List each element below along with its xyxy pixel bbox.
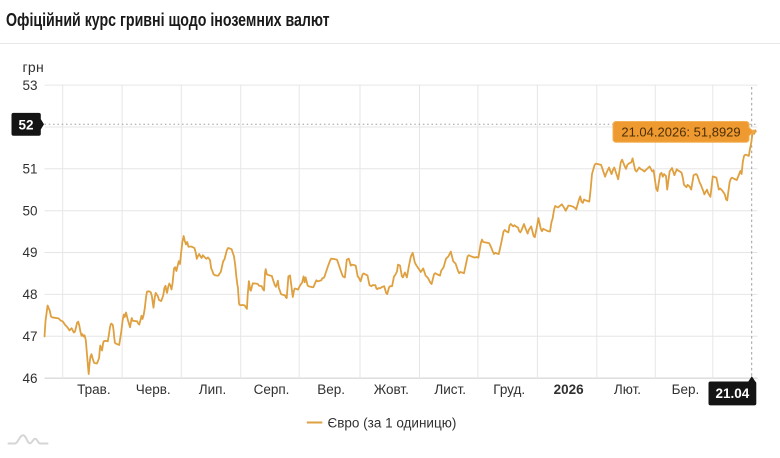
svg-text:2026: 2026 bbox=[554, 382, 585, 397]
svg-text:Жовт.: Жовт. bbox=[374, 382, 409, 397]
svg-text:47: 47 bbox=[22, 329, 37, 344]
svg-text:46: 46 bbox=[22, 371, 37, 386]
svg-text:51: 51 bbox=[22, 162, 37, 177]
svg-text:Лист.: Лист. bbox=[434, 382, 466, 397]
svg-text:Трав.: Трав. bbox=[77, 382, 110, 397]
svg-text:Лют.: Лют. bbox=[614, 382, 641, 397]
svg-text:21.04.2026: 51,8929: 21.04.2026: 51,8929 bbox=[621, 125, 740, 140]
svg-text:53: 53 bbox=[22, 78, 37, 93]
svg-text:Євро (за 1 одиницю): Євро (за 1 одиницю) bbox=[328, 416, 457, 431]
svg-text:50: 50 bbox=[22, 203, 37, 218]
svg-text:Вер.: Вер. bbox=[317, 382, 345, 397]
svg-text:49: 49 bbox=[22, 245, 37, 260]
svg-text:21.04: 21.04 bbox=[716, 386, 750, 401]
svg-text:Черв.: Черв. bbox=[136, 382, 171, 397]
svg-text:Лип.: Лип. bbox=[199, 382, 226, 397]
svg-text:Груд.: Груд. bbox=[493, 382, 525, 397]
svg-text:Серп.: Серп. bbox=[254, 382, 290, 397]
svg-text:48: 48 bbox=[22, 287, 37, 302]
svg-text:Бер.: Бер. bbox=[672, 382, 700, 397]
svg-text:грн: грн bbox=[23, 59, 45, 75]
svg-text:52: 52 bbox=[18, 117, 33, 132]
